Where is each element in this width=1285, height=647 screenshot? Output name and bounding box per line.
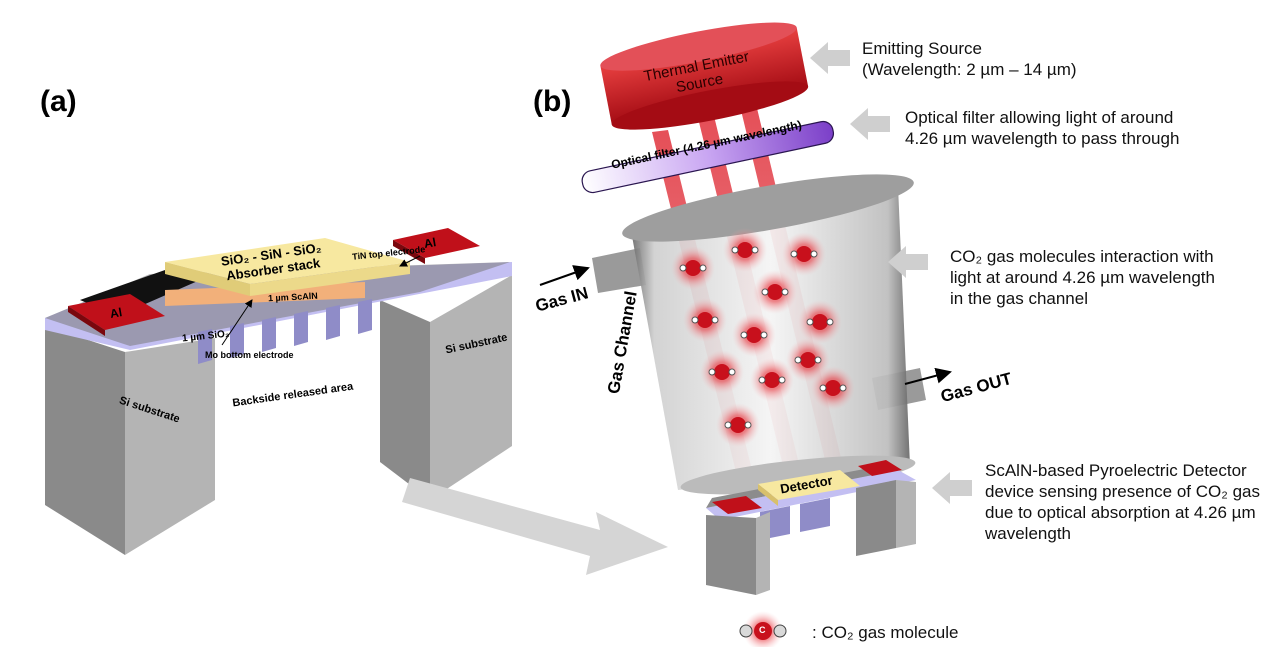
mo-label: Mo bottom electrode — [205, 350, 294, 360]
desc-det-line3: due to optical absorption at 4.26 µm — [985, 503, 1256, 522]
thermal-emitter — [600, 22, 809, 130]
absorber-stack-side — [250, 262, 410, 296]
callout-arrows — [810, 42, 972, 504]
desc-co2-interaction: CO₂ gas molecules interaction with light… — [950, 246, 1215, 309]
channel-bottom-cap — [680, 455, 916, 495]
desc-emitting-line1: Emitting Source — [862, 39, 982, 58]
desc-emitting-source: Emitting Source (Wavelength: 2 µm – 14 µ… — [862, 38, 1077, 80]
detector-pad-right — [858, 460, 902, 476]
mo-pointer — [221, 299, 253, 346]
absorber-stack-front — [165, 262, 250, 296]
desc-filter-line1: Optical filter allowing light of around — [905, 108, 1174, 127]
co2-molecule — [683, 298, 727, 342]
legend-carbon — [754, 622, 772, 640]
desc-det-line4: wavelength — [985, 524, 1072, 543]
detector-device — [706, 460, 916, 595]
si-substrate-right-side — [430, 275, 512, 500]
gas-out-arrow — [904, 367, 952, 385]
detector-absorber — [758, 470, 860, 500]
desc-det-line1: ScAlN-based Pyroelectric Detector — [985, 461, 1247, 480]
legend-text: : CO₂ gas molecule — [812, 623, 959, 642]
co2-molecule — [723, 228, 767, 272]
co2-molecule — [798, 300, 842, 344]
desc-filter-line2: 4.26 µm wavelength to pass through — [905, 129, 1180, 148]
legend-oxygen-left — [739, 624, 753, 638]
al-right-label: Al — [422, 235, 438, 251]
gas-in-pipe — [592, 248, 646, 293]
al-left-label: Al — [108, 305, 124, 321]
co2-molecule — [732, 313, 776, 357]
panel-label-b: (b) — [533, 85, 572, 118]
tin-pointer — [399, 255, 421, 267]
al-pad-left-edge — [68, 306, 105, 336]
detector-absorber-edge — [758, 484, 778, 506]
co2-molecule — [811, 366, 855, 410]
desc-detector: ScAlN-based Pyroelectric Detector device… — [985, 460, 1260, 544]
released-area-fins — [198, 299, 372, 364]
desc-optical-filter: Optical filter allowing light of around … — [905, 107, 1179, 149]
co2-molecule — [700, 350, 744, 394]
detector-substrate-left-side — [756, 512, 770, 595]
callout-arrow-filter — [850, 108, 890, 140]
panel-label-a: (a) — [40, 85, 77, 118]
emitter-body — [600, 27, 809, 125]
si-substrate-left-front — [45, 326, 125, 555]
detector-pad-left — [712, 496, 762, 514]
callout-arrow-co2 — [888, 246, 928, 278]
detector-fins-2 — [800, 498, 830, 532]
co2-molecules — [671, 228, 855, 447]
absorber-stack-top — [165, 238, 410, 284]
desc-det-line2: device sensing presence of CO₂ gas — [985, 482, 1260, 501]
al-pad-left — [68, 294, 165, 330]
co2-molecule — [753, 270, 797, 314]
co2-molecule — [786, 338, 830, 382]
desc-co2-line2: light at around 4.26 µm wavelength — [950, 268, 1215, 287]
optical-filter — [581, 120, 835, 194]
emitter-bottom — [611, 81, 809, 130]
si-substrate-left-side — [125, 338, 215, 555]
desc-emitting-line2: (Wavelength: 2 µm – 14 µm) — [862, 60, 1077, 79]
legend-carbon-letter: C — [759, 625, 766, 635]
co2-molecule — [782, 232, 826, 276]
co2-molecule — [671, 246, 715, 290]
al-pad-right — [393, 228, 480, 258]
scaln-layer — [165, 282, 365, 306]
detector-substrate-right-side — [896, 480, 916, 548]
legend-oxygen-right — [773, 624, 787, 638]
detector-substrate-left — [706, 515, 756, 595]
optical-filter-plate — [581, 120, 835, 194]
si-substrate-right-front — [380, 300, 430, 500]
callout-arrow-detector — [932, 472, 972, 504]
legend-molecule — [739, 611, 787, 647]
device-a — [45, 228, 512, 555]
desc-co2-line1: CO₂ gas molecules interaction with — [950, 247, 1214, 266]
callout-arrow-emitter — [810, 42, 850, 74]
emitter-top — [600, 22, 797, 71]
gas-in-arrow — [539, 265, 590, 286]
co2-molecule — [750, 358, 794, 402]
connecting-arrow — [402, 478, 668, 575]
desc-co2-line3: in the gas channel — [950, 289, 1088, 308]
co2-molecule — [716, 403, 760, 447]
detector-substrate-right — [856, 480, 896, 556]
channel-top-cap — [622, 174, 914, 242]
